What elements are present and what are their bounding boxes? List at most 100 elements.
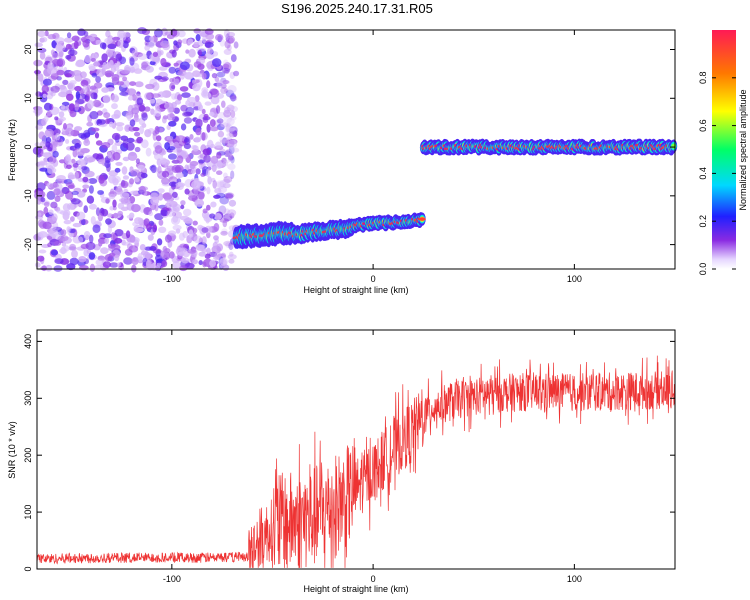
noise-blob	[200, 172, 206, 177]
noise-blob	[225, 89, 235, 98]
noise-blob	[46, 110, 52, 117]
noise-blob	[204, 28, 214, 35]
noise-blob	[160, 209, 168, 217]
noise-blob	[111, 94, 119, 103]
noise-blob	[228, 258, 235, 264]
noise-blob	[90, 216, 96, 225]
noise-blob	[34, 42, 43, 48]
noise-blob	[54, 37, 65, 44]
noise-blob	[227, 44, 232, 51]
noise-blob	[211, 164, 217, 173]
noise-blob	[123, 257, 133, 265]
noise-blob	[137, 164, 146, 171]
x-tick-label: 0	[371, 274, 376, 284]
noise-blob	[220, 87, 228, 94]
noise-blob	[72, 163, 79, 168]
noise-blob	[108, 121, 114, 128]
noise-blob	[86, 156, 96, 163]
noise-blob	[82, 85, 88, 93]
snr-x-ticks: -100 0 100	[163, 330, 582, 584]
noise-blob	[114, 237, 123, 244]
noise-blob	[134, 176, 140, 183]
noise-blob	[45, 264, 53, 272]
noise-blob	[159, 127, 164, 133]
noise-blob	[161, 260, 168, 268]
noise-blob	[65, 43, 72, 50]
noise-blob	[103, 112, 111, 119]
noise-blob	[231, 147, 240, 153]
noise-blob	[62, 203, 71, 212]
noise-blob	[148, 211, 153, 217]
noise-blob	[152, 82, 160, 91]
noise-blob	[230, 105, 238, 113]
noise-blob	[68, 103, 76, 112]
noise-blob	[37, 47, 47, 53]
noise-blob	[221, 67, 231, 73]
noise-blob	[225, 192, 235, 199]
noise-blob	[217, 130, 225, 138]
noise-blob	[56, 209, 65, 214]
noise-blob	[84, 170, 95, 178]
noise-blob	[83, 139, 91, 147]
noise-blob	[57, 118, 64, 124]
noise-blob	[230, 156, 235, 164]
noise-blob	[177, 30, 186, 38]
noise-blob	[128, 245, 139, 253]
noise-blob	[229, 116, 237, 121]
noise-blob	[191, 169, 196, 174]
noise-blob	[35, 262, 41, 268]
colorbar-tick-label: 0.8	[698, 72, 708, 85]
noise-blob	[206, 80, 211, 89]
noise-blob	[63, 123, 67, 130]
noise-blob	[180, 200, 186, 206]
noise-blob	[95, 75, 101, 83]
noise-blob	[146, 223, 152, 231]
noise-blob	[233, 41, 239, 49]
noise-blob	[46, 147, 53, 152]
noise-blob	[85, 90, 93, 96]
noise-blob	[228, 153, 233, 162]
noise-blob	[204, 41, 214, 48]
noise-blob	[160, 157, 167, 164]
noise-blob	[184, 72, 194, 80]
noise-blob	[129, 81, 137, 86]
noise-blob	[150, 108, 155, 115]
noise-blob	[134, 228, 144, 233]
noise-blob	[221, 157, 227, 164]
noise-blob	[182, 231, 188, 238]
noise-blob	[225, 35, 236, 44]
noise-blob	[154, 125, 160, 135]
noise-blob	[171, 49, 177, 58]
noise-blob	[88, 203, 97, 210]
noise-blob	[50, 72, 59, 80]
noise-blob	[216, 118, 224, 124]
noise-blob	[73, 40, 79, 50]
noise-blob	[220, 230, 228, 236]
x-tick-label: 0	[371, 574, 376, 584]
noise-blob	[115, 161, 123, 166]
noise-blob	[195, 127, 202, 136]
noise-blob	[104, 237, 109, 245]
noise-blob	[144, 45, 150, 51]
noise-blob	[131, 50, 139, 57]
noise-blob	[95, 259, 104, 266]
noise-blob	[216, 71, 226, 78]
noise-blob	[180, 123, 187, 131]
noise-blob	[160, 40, 170, 48]
noise-blob	[193, 187, 199, 196]
noise-blob	[66, 32, 72, 39]
noise-region	[32, 27, 241, 273]
noise-blob	[164, 234, 172, 243]
noise-blob	[128, 126, 136, 132]
noise-blob	[76, 211, 86, 221]
x-tick-label: 100	[567, 574, 582, 584]
noise-blob	[34, 142, 41, 147]
noise-blob	[227, 254, 237, 260]
noise-blob	[75, 150, 80, 156]
noise-blob	[71, 158, 76, 164]
snr-line	[36, 355, 676, 568]
noise-blob	[91, 127, 100, 132]
noise-blob	[44, 30, 49, 37]
noise-blob	[82, 184, 90, 189]
noise-blob	[112, 199, 117, 208]
